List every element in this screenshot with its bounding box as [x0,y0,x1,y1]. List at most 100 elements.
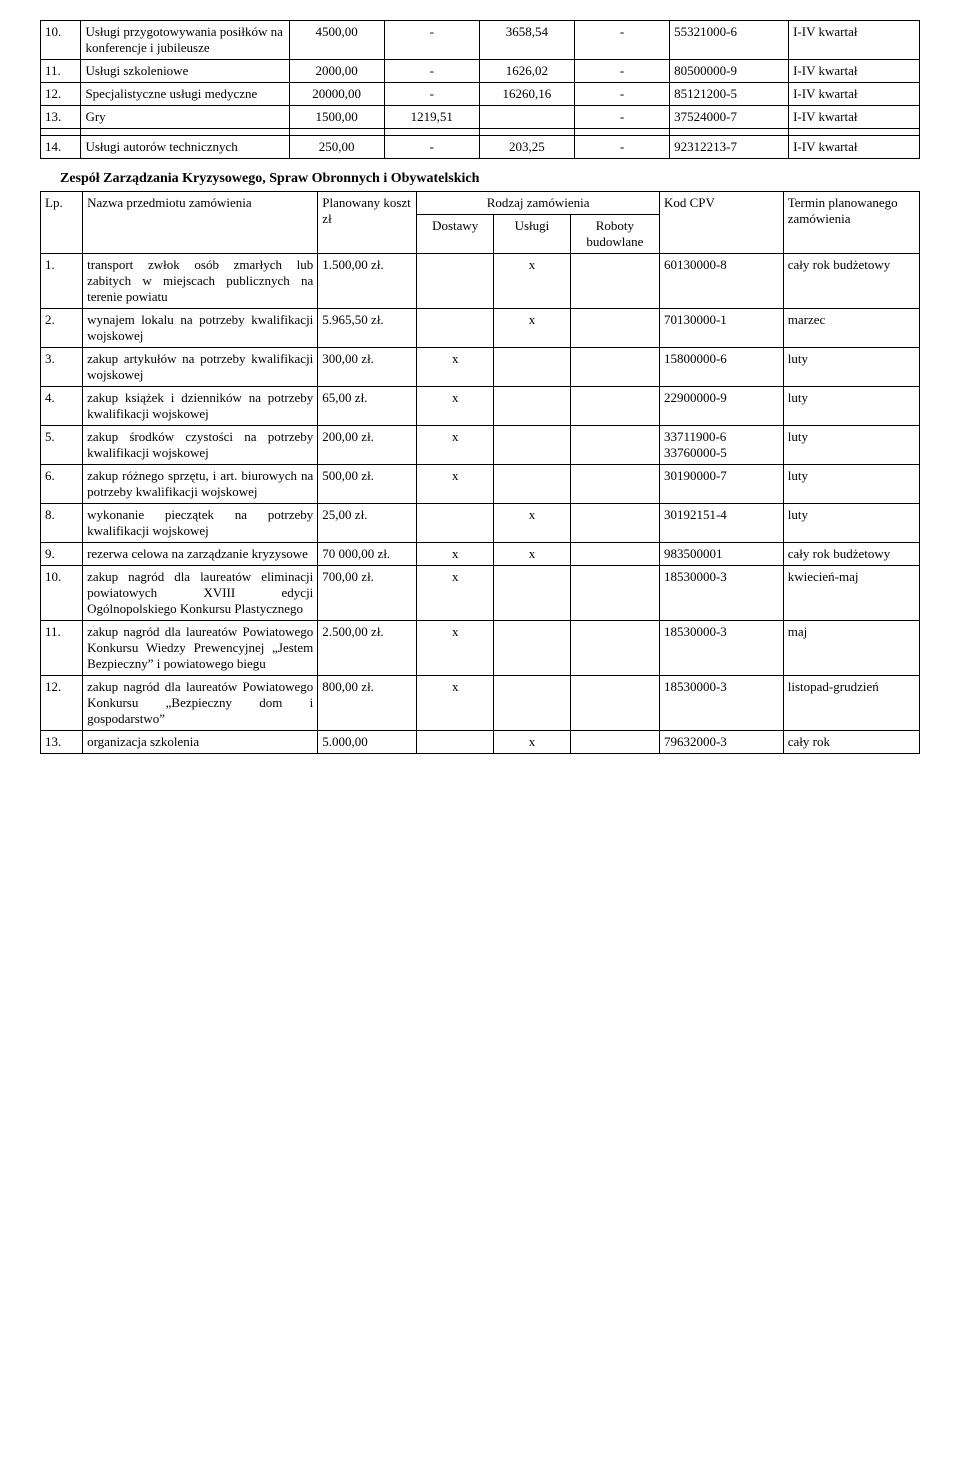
table-cell [417,504,494,543]
main-table: Lp. Nazwa przedmiotu zamówienia Planowan… [40,191,920,754]
table-cell: zakup różnego sprzętu, i art. biurowych … [83,465,318,504]
table-cell: x [494,309,571,348]
table-cell [570,426,659,465]
table-cell: 3. [41,348,83,387]
table-cell: 700,00 zł. [318,566,417,621]
table-cell: 13. [41,106,81,129]
table-cell: 85121200-5 [670,83,789,106]
table-cell: 5.000,00 [318,731,417,754]
table-cell [494,465,571,504]
table-cell: x [417,621,494,676]
table-cell: 30190000-7 [659,465,783,504]
table-cell: x [417,387,494,426]
table-cell: 6. [41,465,83,504]
table-cell: 5.965,50 zł. [318,309,417,348]
table-cell: 22900000-9 [659,387,783,426]
hdr-cpv: Kod CPV [659,192,783,254]
table-cell [494,621,571,676]
table-cell: 2. [41,309,83,348]
table-cell [41,129,81,136]
table-cell [494,387,571,426]
table-cell [479,129,574,136]
top-table: 10.Usługi przygotowywania posiłków na ko… [40,20,920,159]
table-cell: 12. [41,676,83,731]
table-cell [494,566,571,621]
table-cell [570,543,659,566]
table-row: 11.zakup nagród dla laureatów Powiatoweg… [41,621,920,676]
table-cell [417,309,494,348]
table-cell: 18530000-3 [659,621,783,676]
table-cell: maj [783,621,919,676]
table-cell: - [384,60,479,83]
table-cell: - [384,136,479,159]
table-cell: wynajem lokalu na potrzeby kwalifikacji … [83,309,318,348]
table-cell: 10. [41,21,81,60]
table-cell: 1. [41,254,83,309]
table-cell: 37524000-7 [670,106,789,129]
table-cell: 1.500,00 zł. [318,254,417,309]
table-cell [494,348,571,387]
table-cell: cały rok budżetowy [783,254,919,309]
table-cell: Usługi przygotowywania posiłków na konfe… [81,21,289,60]
table-cell: zakup nagród dla laureatów Powiatowego K… [83,621,318,676]
table-cell [570,504,659,543]
table-cell: wykonanie pieczątek na potrzeby kwalifik… [83,504,318,543]
table-cell: 70130000-1 [659,309,783,348]
table-cell: 16260,16 [479,83,574,106]
table-cell [789,129,920,136]
table-cell: kwiecień-maj [783,566,919,621]
table-cell: x [417,543,494,566]
table-cell: 2000,00 [289,60,384,83]
table-cell: - [575,106,670,129]
table-cell: 500,00 zł. [318,465,417,504]
table-cell: marzec [783,309,919,348]
hdr-dostawy: Dostawy [417,215,494,254]
table-cell: 800,00 zł. [318,676,417,731]
table-cell: Usługi szkoleniowe [81,60,289,83]
table-cell: cały rok [783,731,919,754]
table-cell: zakup środków czystości na potrzeby kwal… [83,426,318,465]
table-cell: 15800000-6 [659,348,783,387]
table-cell: listopad-grudzień [783,676,919,731]
table-cell [494,426,571,465]
table-cell [289,129,384,136]
table-cell: transport zwłok osób zmarłych lub zabity… [83,254,318,309]
table-row: 6.zakup różnego sprzętu, i art. biurowyc… [41,465,920,504]
table-cell: rezerwa celowa na zarządzanie kryzysowe [83,543,318,566]
table-cell: 18530000-3 [659,566,783,621]
table-cell: zakup nagród dla laureatów eliminacji po… [83,566,318,621]
table-row: 1.transport zwłok osób zmarłych lub zabi… [41,254,920,309]
table-cell: 25,00 zł. [318,504,417,543]
table-cell: 79632000-3 [659,731,783,754]
table-row: 12.zakup nagród dla laureatów Powiatoweg… [41,676,920,731]
table-cell: 65,00 zł. [318,387,417,426]
table-cell: x [494,731,571,754]
table-row: 9.rezerwa celowa na zarządzanie kryzysow… [41,543,920,566]
table-cell [570,676,659,731]
hdr-nazwa: Nazwa przedmiotu zamówienia [83,192,318,254]
table-cell: - [575,136,670,159]
table-cell: 983500001 [659,543,783,566]
table-cell: Specjalistyczne usługi medyczne [81,83,289,106]
table-cell: 1500,00 [289,106,384,129]
table-cell [570,309,659,348]
hdr-uslugi: Usługi [494,215,571,254]
table-cell: I-IV kwartał [789,106,920,129]
table-cell: I-IV kwartał [789,60,920,83]
table-cell [494,676,571,731]
table-row: 2.wynajem lokalu na potrzeby kwalifikacj… [41,309,920,348]
table-cell: 9. [41,543,83,566]
table-cell: 13. [41,731,83,754]
table-cell: luty [783,348,919,387]
table-cell: 203,25 [479,136,574,159]
hdr-termin: Termin planowanego zamówienia [783,192,919,254]
table-cell: luty [783,504,919,543]
table-cell: zakup nagród dla laureatów Powiatowego K… [83,676,318,731]
table-cell: organizacja szkolenia [83,731,318,754]
table-row: 4.zakup książek i dzienników na potrzeby… [41,387,920,426]
table-cell: - [384,83,479,106]
table-cell: - [575,83,670,106]
table-cell [570,731,659,754]
table-cell: 18530000-3 [659,676,783,731]
table-cell: - [575,60,670,83]
